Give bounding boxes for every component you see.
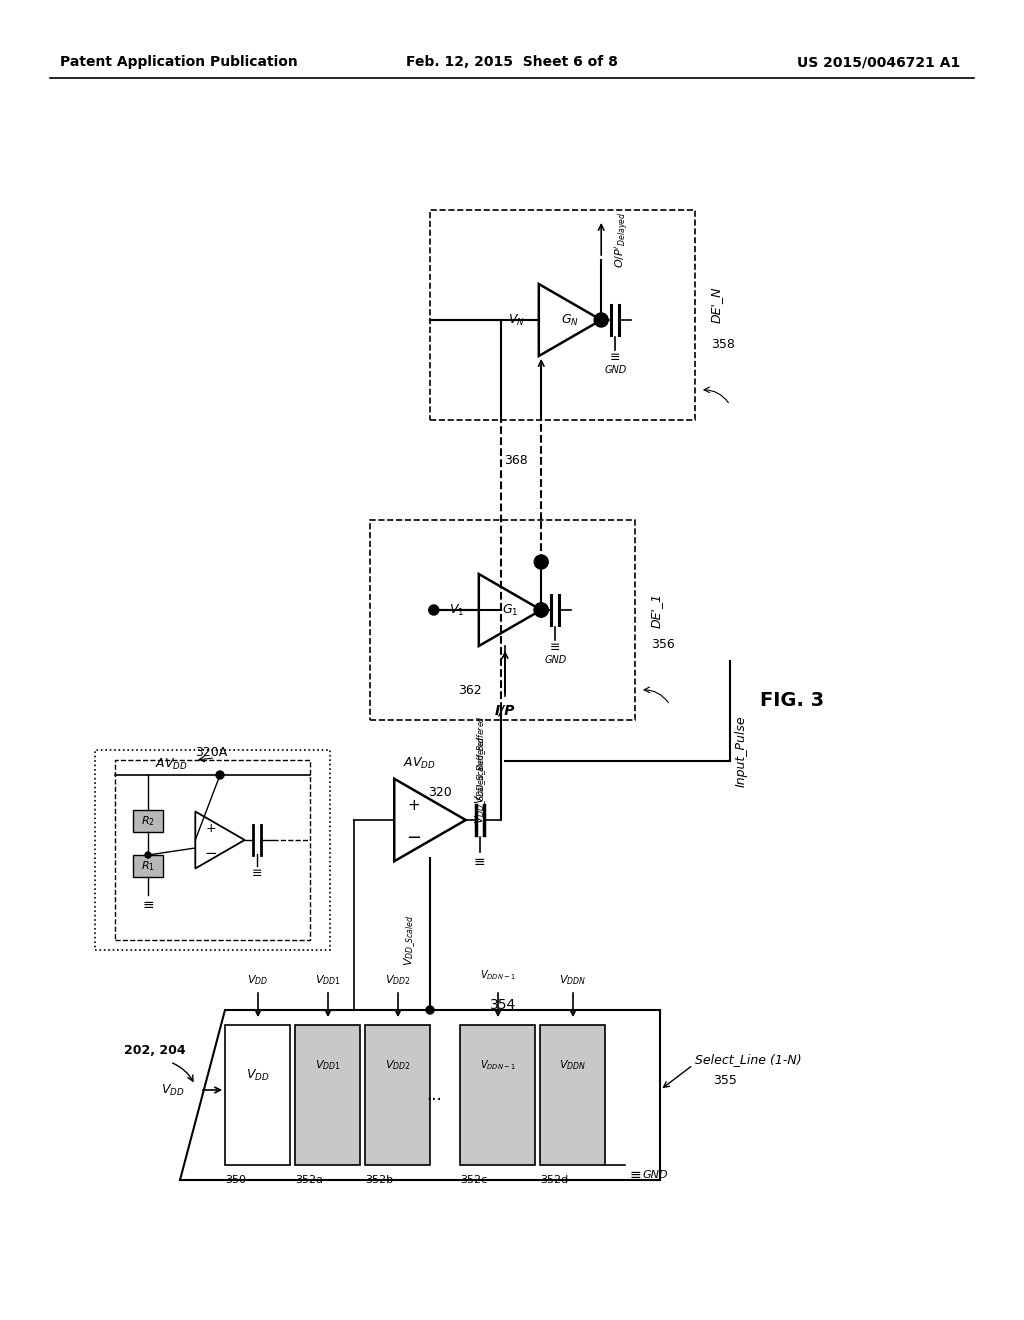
Text: 350: 350	[225, 1175, 246, 1185]
Text: Feb. 12, 2015  Sheet 6 of 8: Feb. 12, 2015 Sheet 6 of 8	[407, 55, 617, 69]
Text: $V_1$: $V_1$	[450, 602, 465, 618]
Text: $AV_{DD}$: $AV_{DD}$	[402, 756, 435, 771]
Circle shape	[594, 313, 608, 327]
Bar	[295, 1026, 360, 1166]
Text: $V_{DD\_Scaled\_Buffered}$: $V_{DD\_Scaled\_Buffered}$	[473, 715, 488, 804]
Text: 352d: 352d	[540, 1175, 568, 1185]
Text: 320: 320	[428, 785, 452, 799]
Text: −: −	[406, 829, 421, 847]
Text: 320A: 320A	[195, 746, 227, 759]
Text: DE'_1: DE'_1	[650, 593, 663, 627]
Text: $R_1$: $R_1$	[141, 859, 155, 873]
Circle shape	[535, 554, 548, 569]
Bar	[115, 760, 310, 940]
Text: 362: 362	[458, 685, 482, 697]
Bar	[430, 210, 695, 420]
Text: $V_{DD1}$: $V_{DD1}$	[315, 1059, 341, 1072]
Text: 356: 356	[651, 639, 675, 652]
Text: 352a: 352a	[295, 1175, 323, 1185]
Text: $R_2$: $R_2$	[141, 814, 155, 828]
Text: ≡: ≡	[474, 855, 485, 869]
Text: $V_{DDN}$: $V_{DDN}$	[559, 1059, 587, 1072]
Text: $V_{DDN-1}$: $V_{DDN-1}$	[480, 1059, 516, 1072]
Text: Input_Pulse: Input_Pulse	[735, 715, 748, 787]
Circle shape	[535, 603, 548, 616]
Text: 352b: 352b	[365, 1175, 393, 1185]
Bar	[540, 1026, 605, 1166]
Text: 358: 358	[711, 338, 735, 351]
Text: +: +	[408, 797, 420, 813]
Text: $V_{DDN}$: $V_{DDN}$	[559, 973, 587, 987]
Text: US 2015/0046721 A1: US 2015/0046721 A1	[797, 55, 961, 69]
Text: $V_{DD}$: $V_{DD}$	[246, 1068, 269, 1082]
Bar	[133, 855, 163, 876]
Text: $V_{DD2}$: $V_{DD2}$	[385, 973, 411, 987]
Text: $O/P'_{Delayed}$: $O/P'_{Delayed}$	[613, 211, 631, 268]
Text: $V_{DD1}$: $V_{DD1}$	[315, 973, 341, 987]
Text: $G_N$: $G_N$	[561, 313, 579, 327]
Text: $V_{DD2}$: $V_{DD2}$	[385, 1059, 411, 1072]
Text: GND: GND	[642, 1170, 668, 1180]
Text: GND: GND	[544, 655, 566, 665]
Circle shape	[426, 1006, 434, 1014]
Circle shape	[145, 851, 151, 858]
Text: $V_{DD}$: $V_{DD}$	[162, 1082, 185, 1097]
Text: −: −	[204, 846, 217, 862]
Bar	[365, 1026, 430, 1166]
Text: $V_{DD\_Scaled}$: $V_{DD\_Scaled}$	[402, 915, 418, 966]
Text: $V_{DD}$: $V_{DD}$	[248, 973, 268, 987]
Bar	[133, 810, 163, 832]
Text: Patent Application Publication: Patent Application Publication	[60, 55, 298, 69]
Text: 354: 354	[490, 998, 516, 1012]
Text: $V_{DD\_Scaled\_Buffered}$: $V_{DD\_Scaled\_Buffered}$	[473, 735, 488, 825]
Text: ...: ...	[426, 1086, 442, 1104]
Circle shape	[429, 605, 439, 615]
Text: 368: 368	[505, 454, 528, 466]
Text: ≡: ≡	[550, 642, 560, 655]
Circle shape	[216, 771, 224, 779]
Text: ≡: ≡	[252, 867, 262, 880]
Text: Select_Line (1-N): Select_Line (1-N)	[695, 1053, 802, 1067]
Text: +: +	[205, 821, 216, 834]
Text: ≡: ≡	[610, 351, 621, 364]
Text: $AV_{DD}$: $AV_{DD}$	[155, 756, 187, 772]
Text: ≡: ≡	[142, 898, 154, 912]
Bar	[95, 750, 330, 950]
Text: ≡: ≡	[629, 1168, 641, 1181]
Bar	[460, 1026, 535, 1166]
Text: $V_N$: $V_N$	[508, 313, 525, 327]
Text: $G_1$: $G_1$	[502, 602, 518, 618]
Text: 355: 355	[713, 1073, 737, 1086]
Text: I/P: I/P	[495, 704, 515, 718]
Circle shape	[535, 603, 548, 616]
Text: GND: GND	[604, 366, 627, 375]
Bar	[225, 1026, 290, 1166]
Bar	[370, 520, 635, 719]
Text: FIG. 3: FIG. 3	[760, 690, 824, 710]
Text: DE'_N: DE'_N	[710, 286, 723, 323]
Text: $V_{DDN-1}$: $V_{DDN-1}$	[480, 968, 516, 982]
Text: 352c: 352c	[460, 1175, 487, 1185]
Text: 202, 204: 202, 204	[124, 1044, 185, 1056]
